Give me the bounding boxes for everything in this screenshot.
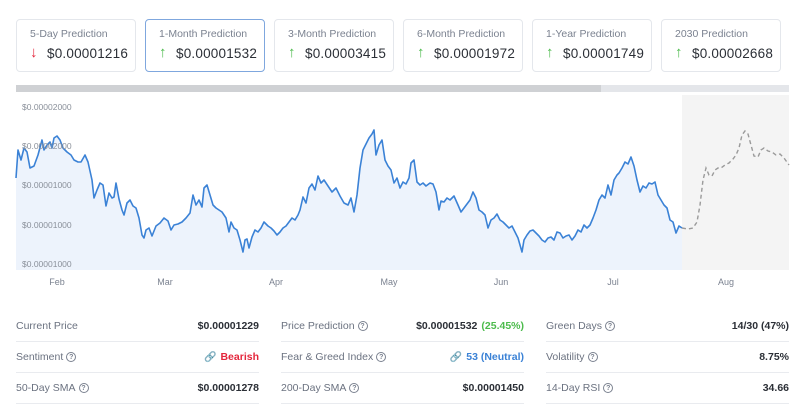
y-tick-label: $0.00001000	[22, 220, 72, 230]
help-icon[interactable]: ?	[78, 383, 89, 393]
scrollbar-thumb[interactable]	[16, 85, 601, 92]
x-tick-label: Mar	[157, 277, 173, 287]
stat-value: $0.00001229	[197, 320, 259, 332]
stat-label: 14-Day RSI	[546, 382, 601, 394]
card-2030[interactable]: 2030 Prediction ↑ $0.00002668	[661, 19, 781, 72]
price-chart: $0.00002000 $0.00002000 $0.00001000 $0.0…	[0, 92, 799, 297]
arrow-down-icon: ↓	[30, 44, 38, 61]
stat-label: 200-Day SMA	[281, 382, 347, 394]
chart-scrollbar[interactable]	[16, 85, 789, 92]
stat-value: $0.00001278	[197, 382, 259, 394]
card-label: 6-Month Prediction	[417, 28, 506, 40]
stat-14-day-rsi: 14-Day RSI? 34.66	[546, 373, 789, 404]
stat-green-days: Green Days? 14/30 (47%)	[546, 311, 789, 342]
x-tick-label: Aug	[717, 277, 735, 287]
y-tick-label: $0.00001000	[22, 259, 72, 269]
card-value: $0.00001749	[563, 45, 645, 61]
stat-sentiment: Sentiment? 🔗 Bearish	[16, 342, 259, 373]
stat-value: $0.00001532	[416, 320, 478, 332]
x-tick-label: May	[380, 277, 398, 287]
y-tick-label: $0.00002000	[22, 141, 72, 151]
card-value: $0.00001972	[434, 45, 516, 61]
help-icon[interactable]: ?	[66, 352, 77, 362]
x-tick-label: Apr	[268, 277, 284, 287]
link-icon: 🔗	[449, 351, 463, 363]
stat-price-prediction: Price Prediction? $0.00001532 (25.45%)	[281, 311, 524, 342]
chart-plot	[15, 95, 790, 270]
stat-value: 34.66	[762, 382, 789, 394]
card-label: 5-Day Prediction	[30, 28, 108, 40]
stat-200-day-sma: 200-Day SMA? $0.00001450	[281, 373, 524, 404]
card-label: 1-Month Prediction	[159, 28, 248, 40]
card-value: $0.00002668	[692, 45, 774, 61]
x-tick-label: Jun	[493, 277, 509, 287]
card-value: $0.00001532	[176, 45, 258, 61]
arrow-up-icon: ↑	[546, 44, 554, 61]
help-icon[interactable]: ?	[605, 321, 616, 331]
card-value: $0.00001216	[47, 45, 129, 61]
help-icon[interactable]: ?	[376, 352, 387, 362]
y-tick-label: $0.00002000	[22, 102, 72, 112]
prediction-cards: 5-Day Prediction ↓ $0.00001216 1-Month Pr…	[16, 19, 781, 72]
stat-label: Volatility	[546, 351, 585, 363]
card-1-month[interactable]: 1-Month Prediction ↑ $0.00001532	[145, 19, 265, 72]
stat-volatility: Volatility? 8.75%	[546, 342, 789, 373]
link-icon: 🔗	[204, 351, 217, 363]
arrow-up-icon: ↑	[288, 44, 296, 61]
stats-column-1: Current Price $0.00001229 Sentiment? 🔗 Be…	[16, 311, 259, 404]
card-5-day[interactable]: 5-Day Prediction ↓ $0.00001216	[16, 19, 136, 72]
card-3-month[interactable]: 3-Month Prediction ↑ $0.00003415	[274, 19, 394, 72]
fear-greed-link[interactable]: 53 (Neutral)	[466, 351, 524, 363]
stats-column-3: Green Days? 14/30 (47%) Volatility? 8.75…	[546, 311, 789, 404]
stat-fear-greed: Fear & Greed Index? 🔗 53 (Neutral)	[281, 342, 524, 373]
arrow-up-icon: ↑	[159, 44, 167, 61]
stat-label: Price Prediction	[281, 320, 355, 332]
arrow-up-icon: ↑	[417, 44, 425, 61]
stat-value: $0.00001450	[462, 382, 524, 394]
stat-label: Current Price	[16, 320, 78, 332]
change-percent: (25.45%)	[481, 320, 524, 332]
y-tick-label: $0.00001000	[22, 180, 72, 190]
sentiment-link[interactable]: Bearish	[220, 351, 259, 363]
stat-current-price: Current Price $0.00001229	[16, 311, 259, 342]
stat-50-day-sma: 50-Day SMA? $0.00001278	[16, 373, 259, 404]
card-6-month[interactable]: 6-Month Prediction ↑ $0.00001972	[403, 19, 523, 72]
card-label: 1-Year Prediction	[546, 28, 627, 40]
help-icon[interactable]: ?	[603, 383, 614, 393]
stat-label: 50-Day SMA	[16, 382, 76, 394]
stats-table: Current Price $0.00001229 Sentiment? 🔗 Be…	[16, 311, 789, 404]
arrow-up-icon: ↑	[675, 44, 683, 61]
stat-value: 14/30 (47%)	[731, 320, 789, 332]
card-label: 3-Month Prediction	[288, 28, 377, 40]
stat-value: 8.75%	[759, 351, 789, 363]
stats-column-2: Price Prediction? $0.00001532 (25.45%) Fe…	[281, 311, 524, 404]
help-icon[interactable]: ?	[357, 321, 368, 331]
card-value: $0.00003415	[305, 45, 387, 61]
help-icon[interactable]: ?	[349, 383, 360, 393]
card-1-year[interactable]: 1-Year Prediction ↑ $0.00001749	[532, 19, 652, 72]
x-tick-label: Jul	[607, 277, 619, 287]
help-icon[interactable]: ?	[587, 352, 598, 362]
card-label: 2030 Prediction	[675, 28, 748, 40]
stat-label: Green Days	[546, 320, 603, 332]
stat-label: Sentiment	[16, 351, 64, 363]
stat-label: Fear & Greed Index	[281, 351, 374, 363]
x-tick-label: Feb	[49, 277, 65, 287]
